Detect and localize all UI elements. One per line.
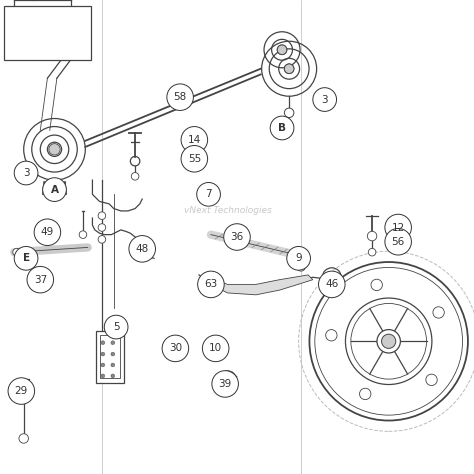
Circle shape: [34, 219, 61, 246]
Text: B: B: [278, 123, 286, 133]
FancyBboxPatch shape: [96, 331, 124, 383]
Text: 30: 30: [169, 343, 182, 354]
Text: 46: 46: [325, 279, 338, 290]
Text: 3: 3: [23, 168, 29, 178]
Circle shape: [14, 246, 38, 270]
Circle shape: [49, 144, 60, 155]
Text: 7: 7: [205, 189, 212, 200]
Text: 3: 3: [321, 94, 328, 105]
Circle shape: [270, 116, 294, 140]
Circle shape: [382, 334, 396, 348]
Circle shape: [197, 182, 220, 206]
Circle shape: [19, 434, 28, 443]
Text: 37: 37: [34, 274, 47, 285]
Circle shape: [371, 279, 383, 291]
Circle shape: [98, 236, 106, 243]
Circle shape: [287, 246, 310, 270]
Text: 12: 12: [392, 222, 405, 233]
Circle shape: [111, 341, 115, 345]
Circle shape: [202, 335, 229, 362]
Text: 10: 10: [209, 343, 222, 354]
Circle shape: [131, 173, 139, 180]
Text: 36: 36: [230, 232, 244, 242]
Text: 39: 39: [219, 379, 232, 389]
Polygon shape: [211, 275, 313, 295]
Text: 9: 9: [295, 253, 302, 264]
Circle shape: [111, 352, 115, 356]
Circle shape: [101, 352, 105, 356]
Circle shape: [98, 224, 106, 231]
Text: 5: 5: [113, 322, 119, 332]
Text: E: E: [22, 253, 30, 264]
Text: vNext Technologies: vNext Technologies: [183, 207, 272, 215]
Circle shape: [98, 212, 106, 219]
Text: 63: 63: [204, 279, 218, 290]
Circle shape: [8, 378, 35, 404]
Text: 49: 49: [41, 227, 54, 237]
Circle shape: [426, 374, 437, 385]
Circle shape: [367, 231, 377, 241]
Circle shape: [13, 248, 20, 256]
Circle shape: [313, 88, 337, 111]
Text: 29: 29: [15, 386, 28, 396]
Circle shape: [297, 263, 305, 271]
Circle shape: [14, 161, 38, 185]
Circle shape: [104, 315, 128, 339]
Circle shape: [284, 108, 294, 118]
Circle shape: [212, 371, 238, 397]
Circle shape: [385, 228, 411, 255]
Text: 14: 14: [188, 135, 201, 145]
Circle shape: [111, 374, 115, 378]
Circle shape: [101, 341, 105, 345]
Circle shape: [101, 363, 105, 367]
Circle shape: [385, 214, 411, 241]
Circle shape: [162, 335, 189, 362]
Text: 56: 56: [392, 237, 405, 247]
Circle shape: [319, 271, 345, 298]
Circle shape: [181, 127, 208, 153]
Circle shape: [129, 236, 155, 262]
FancyBboxPatch shape: [100, 335, 120, 378]
Text: A: A: [51, 184, 58, 195]
Circle shape: [368, 248, 376, 256]
Circle shape: [79, 231, 87, 238]
Circle shape: [111, 363, 115, 367]
Text: 55: 55: [188, 154, 201, 164]
Circle shape: [277, 45, 287, 55]
Circle shape: [284, 64, 294, 73]
Circle shape: [181, 146, 208, 172]
Circle shape: [433, 307, 444, 318]
Circle shape: [167, 84, 193, 110]
Circle shape: [43, 178, 66, 201]
Circle shape: [27, 266, 54, 293]
Circle shape: [326, 329, 337, 341]
Circle shape: [101, 374, 105, 378]
FancyBboxPatch shape: [4, 6, 91, 60]
Circle shape: [198, 271, 224, 298]
Circle shape: [224, 224, 250, 250]
Circle shape: [360, 388, 371, 400]
Circle shape: [377, 329, 401, 353]
Text: 58: 58: [173, 92, 187, 102]
Text: 48: 48: [136, 244, 149, 254]
